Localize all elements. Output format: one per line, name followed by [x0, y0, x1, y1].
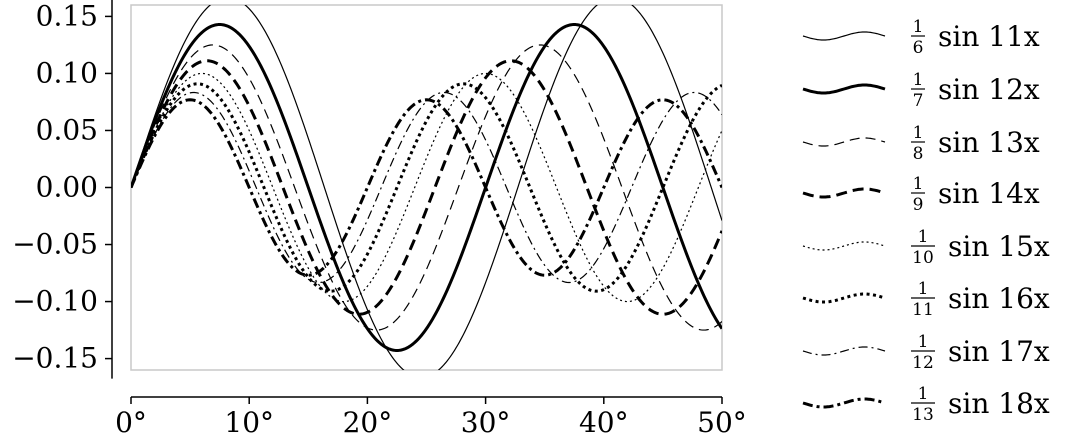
x-tick-label: 30°	[461, 406, 511, 439]
legend-swatch-8	[802, 397, 886, 409]
legend-entry-6: 111 sin 16x	[911, 279, 1050, 320]
series-line-1	[131, 5, 722, 370]
legend-function-label: sin 13x	[938, 126, 1040, 159]
legend-function-label: sin 14x	[938, 177, 1040, 210]
legend-entry-2: 17 sin 12x	[911, 70, 1040, 111]
legend-swatch-3	[802, 137, 886, 147]
legend-entry-5: 110 sin 15x	[911, 227, 1050, 268]
legend-swatch-6	[802, 292, 886, 304]
legend-denominator: 12	[912, 353, 934, 373]
legend-numerator: 1	[913, 123, 924, 143]
plot-frame	[130, 4, 723, 371]
legend-denominator: 9	[913, 195, 924, 215]
legend-function-label: sin 18x	[948, 387, 1050, 420]
legend-swatch-2	[802, 83, 886, 95]
x-tick-label: 10°	[224, 406, 274, 439]
y-tick-label: −0.15	[12, 342, 98, 375]
legend-entry-7: 112 sin 17x	[911, 332, 1050, 373]
series-line-6	[131, 82, 722, 293]
legend-denominator: 11	[912, 300, 934, 320]
series-line-8	[131, 98, 722, 277]
y-tick-label: 0.15	[36, 0, 98, 32]
legend-function-label: sin 16x	[948, 282, 1050, 315]
legend-swatch-5	[802, 241, 886, 251]
legend-numerator: 1	[913, 17, 924, 37]
x-tick-label: 40°	[579, 406, 629, 439]
legend-denominator: 13	[912, 405, 934, 425]
legend-numerator: 1	[913, 174, 924, 194]
legend-function-label: sin 11x	[938, 20, 1040, 53]
legend-swatch-1	[802, 31, 886, 41]
legend-entry-4: 19 sin 14x	[911, 174, 1040, 215]
y-tick-label: −0.05	[12, 228, 98, 261]
legend-function-label: sin 17x	[948, 335, 1050, 368]
series-line-4	[131, 59, 722, 316]
legend-numerator: 1	[918, 384, 929, 404]
series-line-2	[131, 23, 722, 352]
legend-numerator: 1	[918, 332, 929, 352]
axes: 0.15 0.10 0.05 0.00 −0.05 −0.10 −0.15 0° 10° 20° 3…	[12, 0, 747, 439]
x-tick-label: 50°	[697, 406, 747, 439]
legend-entry-8: 113 sin 18x	[911, 384, 1050, 425]
legend-numerator: 1	[913, 70, 924, 90]
plot-area	[131, 5, 722, 370]
legend-swatch-4	[802, 187, 886, 199]
series-line-3	[131, 44, 722, 331]
legend-denominator: 8	[913, 144, 924, 164]
legend-entry-3: 18 sin 13x	[911, 123, 1040, 164]
legend-function-label: sin 15x	[948, 230, 1050, 263]
x-tick-label: 20°	[343, 406, 393, 439]
series-line-7	[131, 91, 722, 284]
y-tick-label: 0.00	[36, 171, 98, 204]
legend-denominator: 10	[912, 248, 934, 268]
y-tick-label: 0.05	[36, 113, 98, 146]
y-tick-label: −0.10	[12, 285, 98, 318]
legend-function-label: sin 12x	[938, 73, 1040, 106]
legend-denominator: 7	[913, 91, 924, 111]
legend-numerator: 1	[918, 227, 929, 247]
legend-swatch-7	[802, 346, 886, 356]
legend-entry-1: 16 sin 11x	[911, 17, 1040, 58]
legend-denominator: 6	[913, 38, 924, 58]
y-tick-label: 0.10	[36, 56, 98, 89]
x-tick-label: 0°	[115, 406, 147, 439]
legend-numerator: 1	[918, 279, 929, 299]
